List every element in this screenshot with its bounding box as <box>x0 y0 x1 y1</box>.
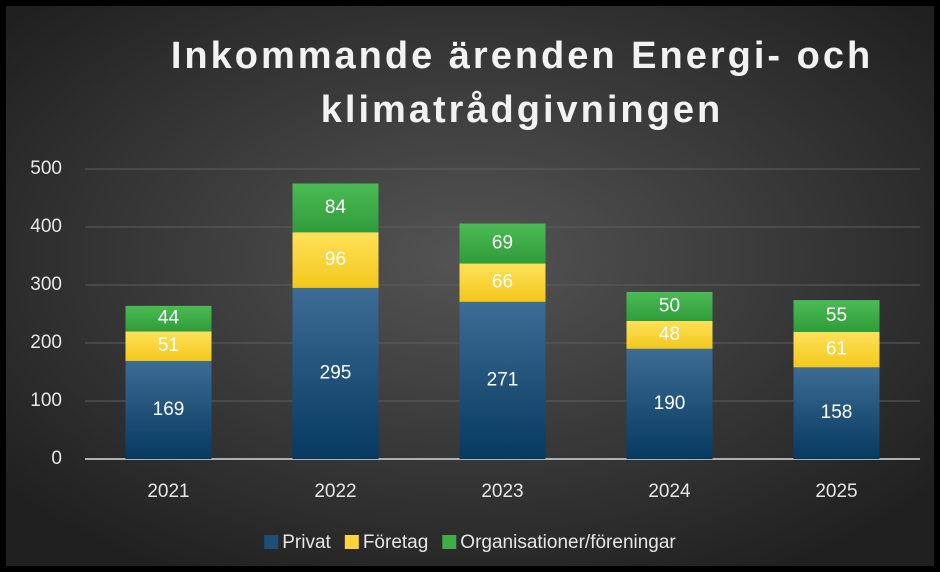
y-tick-label: 300 <box>30 274 62 295</box>
x-tick-label: 2021 <box>147 481 189 502</box>
x-tick-label: 2024 <box>648 481 691 502</box>
data-label: 271 <box>487 369 519 390</box>
bar-segment <box>793 331 880 368</box>
x-tick-label: 2022 <box>314 481 356 502</box>
bar-segment <box>125 305 212 332</box>
data-label: 69 <box>492 233 513 254</box>
data-label: 50 <box>659 295 680 316</box>
data-label: 66 <box>492 272 513 293</box>
data-label: 61 <box>826 339 847 360</box>
data-label: 55 <box>826 305 847 326</box>
legend-swatch <box>442 535 457 549</box>
chart-title: klimatrådgivningen <box>321 89 723 131</box>
y-tick-label: 100 <box>30 390 62 411</box>
bar-segment <box>292 183 379 233</box>
y-tick-label: 400 <box>30 216 62 237</box>
legend-label: Företag <box>363 532 428 553</box>
legend-label: Organisationer/föreningar <box>460 532 676 553</box>
bar-segment <box>292 232 379 288</box>
x-tick-label: 2023 <box>481 481 523 502</box>
bar-segment <box>125 331 212 361</box>
data-label: 295 <box>320 362 352 383</box>
legend-swatch <box>344 535 359 549</box>
bar-segment <box>459 301 546 459</box>
y-tick-label: 200 <box>30 332 62 353</box>
chart-title: Inkommande ärenden Energi- och <box>171 35 873 77</box>
data-label: 96 <box>325 249 346 270</box>
data-label: 44 <box>158 308 180 329</box>
bar-segment <box>459 223 546 264</box>
bar-segment <box>793 367 880 459</box>
bar-segment <box>459 263 546 302</box>
bar-segment <box>793 300 880 332</box>
legend-label: Privat <box>282 532 331 553</box>
data-label: 51 <box>158 335 179 356</box>
data-label: 169 <box>153 399 185 420</box>
bar-segment <box>292 287 379 459</box>
data-label: 84 <box>325 197 347 218</box>
bar-segment <box>626 320 713 349</box>
bar-segment <box>626 291 713 321</box>
x-tick-label: 2025 <box>815 481 857 502</box>
y-tick-label: 500 <box>30 158 62 179</box>
y-tick-label: 0 <box>51 448 62 469</box>
bar-segment <box>125 360 212 459</box>
data-label: 48 <box>659 324 680 345</box>
data-label: 158 <box>821 402 853 423</box>
legend-swatch <box>264 535 279 549</box>
data-label: 190 <box>654 393 686 414</box>
bar-segment <box>626 348 713 459</box>
